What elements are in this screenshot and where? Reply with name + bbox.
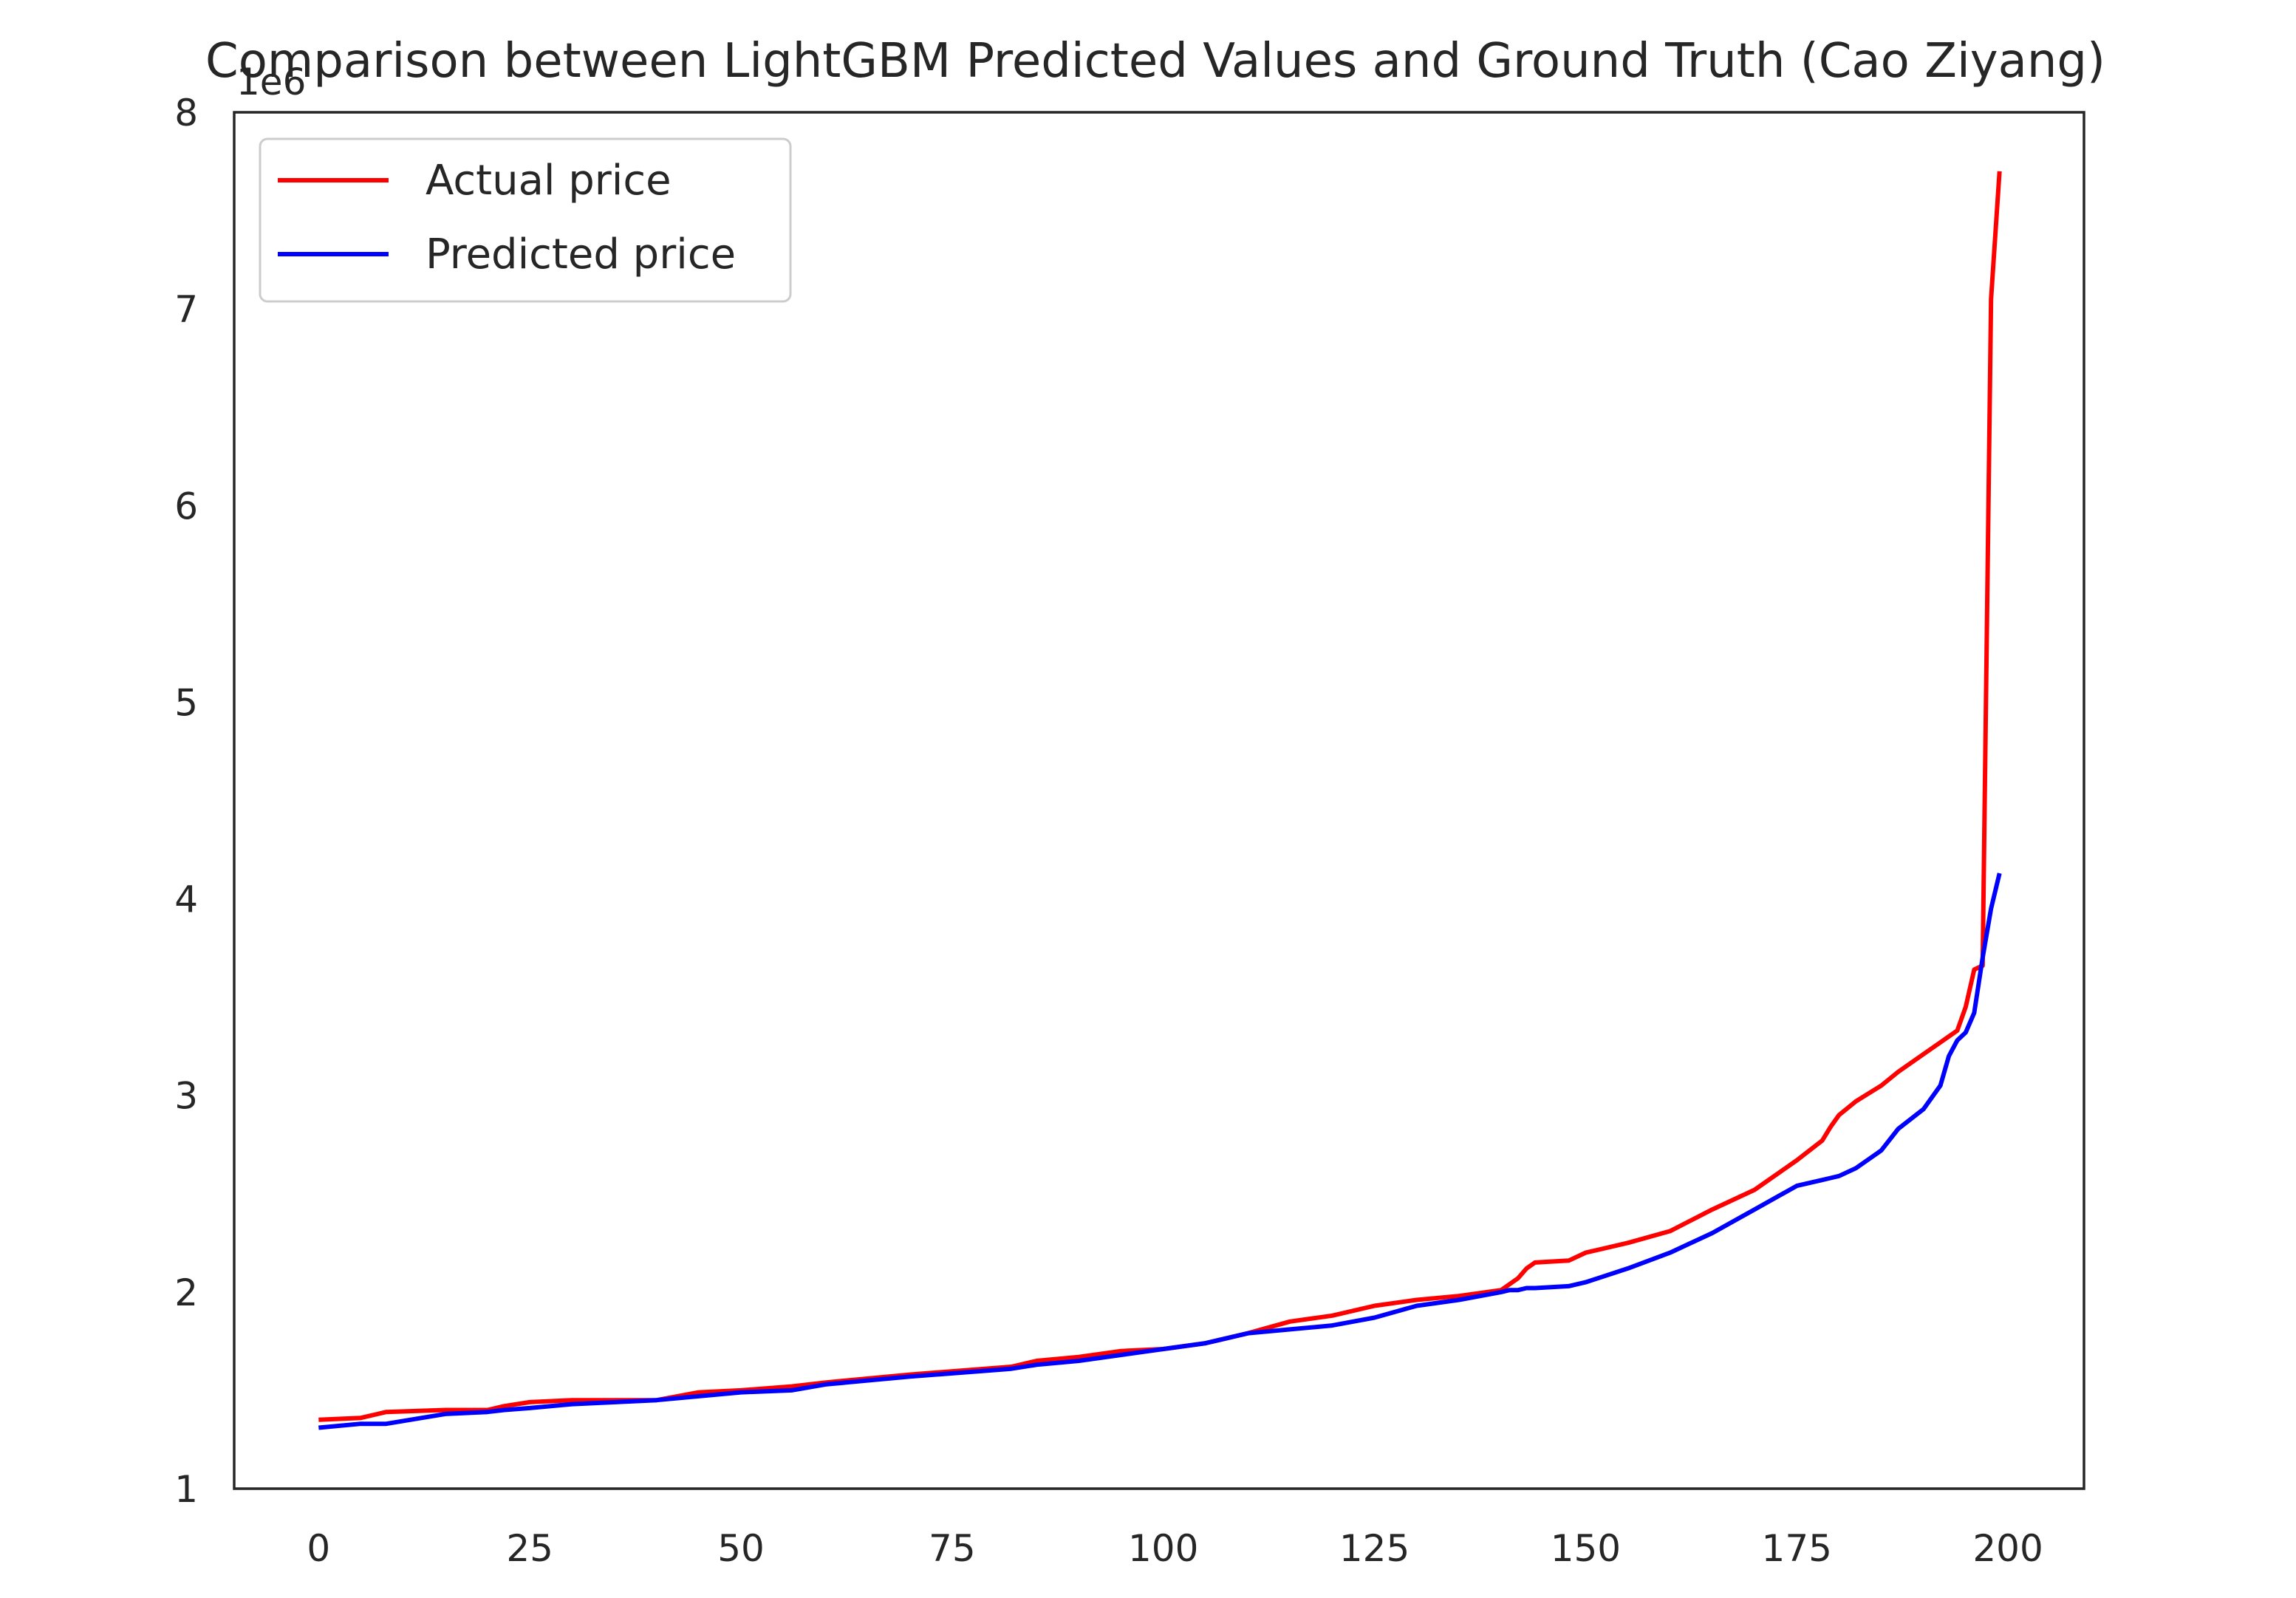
y-offset-label: 1e6: [236, 61, 306, 103]
x-tick-label: 150: [1551, 1527, 1621, 1570]
y-tick-label: 1: [174, 1468, 198, 1511]
legend-box: [259, 137, 792, 303]
legend-label-actual: Actual price: [426, 157, 672, 205]
x-tick-label: 125: [1339, 1527, 1410, 1570]
x-tick-label: 175: [1762, 1527, 1832, 1570]
y-tick-label: 6: [174, 485, 198, 527]
y-axis: 1 2 3 4 5 6 7 8: [174, 92, 198, 1511]
x-tick-label: 75: [929, 1527, 976, 1570]
x-tick-label: 25: [506, 1527, 553, 1570]
x-tick-label: 50: [717, 1527, 765, 1570]
legend-label-predicted: Predicted price: [426, 231, 736, 279]
legend: Actual price Predicted price: [259, 137, 792, 303]
y-tick-label: 7: [174, 288, 198, 331]
series-line-predicted: [318, 873, 2002, 1430]
y-tick-label: 3: [174, 1075, 198, 1118]
x-axis: 0 25 50 75 100 125 150 175 200: [307, 1527, 2043, 1570]
y-tick-label: 5: [174, 681, 198, 724]
plot-frame: [233, 111, 2085, 1490]
x-tick-label: 0: [307, 1527, 330, 1570]
series-layer: [318, 171, 2002, 1430]
y-tick-label: 4: [174, 878, 198, 921]
x-tick-label: 100: [1128, 1527, 1198, 1570]
y-tick-label: 8: [174, 92, 198, 134]
x-tick-label: 200: [1972, 1527, 2043, 1570]
chart-title: Comparison between LightGBM Predicted Va…: [205, 34, 2105, 89]
y-tick-label: 2: [174, 1271, 198, 1314]
